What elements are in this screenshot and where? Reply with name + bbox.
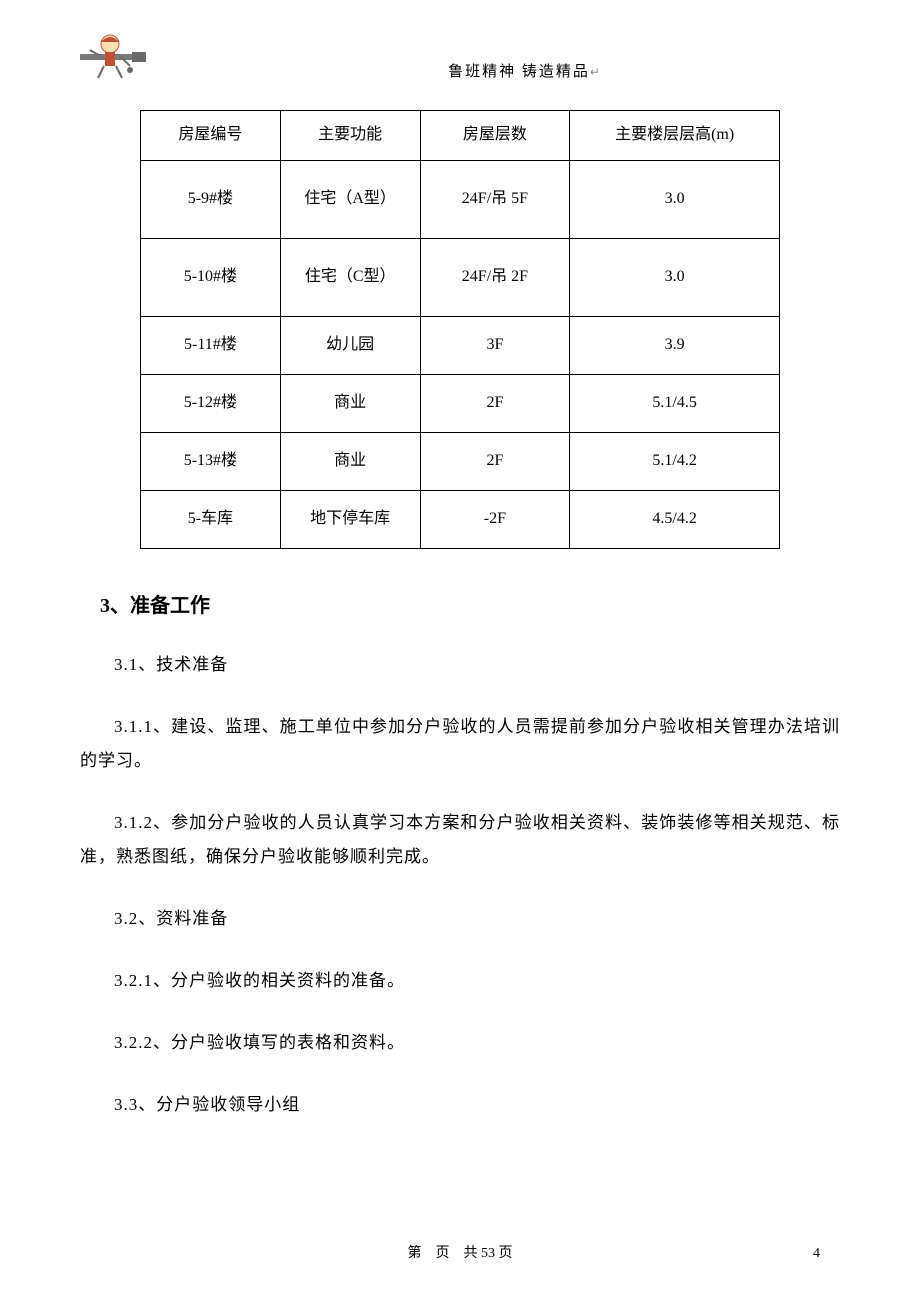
cell-height: 3.9 — [570, 316, 780, 374]
company-logo — [80, 30, 150, 85]
para-3-2-1: 3.2.1、分户验收的相关资料的准备。 — [80, 964, 840, 998]
table-row: 5-13#楼 商业 2F 5.1/4.2 — [141, 432, 780, 490]
cell-function: 住宅（C型） — [280, 238, 420, 316]
building-info-table: 房屋编号 主要功能 房屋层数 主要楼层层高(m) 5-9#楼 住宅（A型） 24… — [140, 110, 780, 549]
para-3-2: 3.2、资料准备 — [80, 902, 840, 936]
table-body: 5-9#楼 住宅（A型） 24F/吊 5F 3.0 5-10#楼 住宅（C型） … — [141, 160, 780, 548]
motto-text: 鲁班精神 铸造精品 — [448, 64, 590, 80]
footer-mid: 页 — [436, 1246, 450, 1261]
footer-total: 53 — [481, 1246, 495, 1261]
return-mark-icon: ↵ — [590, 65, 602, 79]
table-header: 房屋编号 主要功能 房屋层数 主要楼层层高(m) — [141, 111, 780, 161]
para-3-3: 3.3、分户验收领导小组 — [80, 1088, 840, 1122]
page-header: 鲁班精神 铸造精品↵ — [80, 30, 840, 85]
para-3-2-2: 3.2.2、分户验收填写的表格和资料。 — [80, 1026, 840, 1060]
cell-building-no: 5-13#楼 — [141, 432, 281, 490]
section-3-heading: 3、准备工作 — [100, 589, 840, 618]
cell-building-no: 5-车库 — [141, 490, 281, 548]
header-motto: 鲁班精神 铸造精品↵ — [150, 30, 840, 81]
cell-function: 幼儿园 — [280, 316, 420, 374]
page-footer-center: 第页共 53 页 — [0, 1242, 920, 1262]
cell-function: 住宅（A型） — [280, 160, 420, 238]
para-3-1-1: 3.1.1、建设、监理、施工单位中参加分户验收的人员需提前参加分户验收相关管理办… — [80, 710, 840, 778]
cell-floors: 24F/吊 5F — [420, 160, 570, 238]
cell-floors: 2F — [420, 374, 570, 432]
cell-building-no: 5-11#楼 — [141, 316, 281, 374]
para-3-1-2: 3.1.2、参加分户验收的人员认真学习本方案和分户验收相关资料、装饰装修等相关规… — [80, 806, 840, 874]
worker-icon — [80, 30, 150, 85]
table-row: 5-11#楼 幼儿园 3F 3.9 — [141, 316, 780, 374]
cell-floors: -2F — [420, 490, 570, 548]
footer-prefix: 第 — [408, 1246, 422, 1261]
cell-function: 地下停车库 — [280, 490, 420, 548]
cell-height: 5.1/4.5 — [570, 374, 780, 432]
cell-function: 商业 — [280, 374, 420, 432]
th-floor-height: 主要楼层层高(m) — [570, 111, 780, 161]
cell-function: 商业 — [280, 432, 420, 490]
cell-floors: 3F — [420, 316, 570, 374]
cell-height: 4.5/4.2 — [570, 490, 780, 548]
page-number-right: 4 — [813, 1246, 820, 1262]
th-function: 主要功能 — [280, 111, 420, 161]
footer-suffix: 页 — [499, 1246, 513, 1261]
cell-height: 3.0 — [570, 160, 780, 238]
footer-total-prefix: 共 — [464, 1246, 478, 1261]
cell-floors: 24F/吊 2F — [420, 238, 570, 316]
th-building-no: 房屋编号 — [141, 111, 281, 161]
cell-height: 5.1/4.2 — [570, 432, 780, 490]
cell-height: 3.0 — [570, 238, 780, 316]
table-row: 5-9#楼 住宅（A型） 24F/吊 5F 3.0 — [141, 160, 780, 238]
cell-floors: 2F — [420, 432, 570, 490]
th-floors: 房屋层数 — [420, 111, 570, 161]
document-page: 鲁班精神 铸造精品↵ 房屋编号 主要功能 房屋层数 主要楼层层高(m) 5-9#… — [0, 0, 920, 1122]
para-3-1: 3.1、技术准备 — [80, 648, 840, 682]
cell-building-no: 5-10#楼 — [141, 238, 281, 316]
table-row: 5-10#楼 住宅（C型） 24F/吊 2F 3.0 — [141, 238, 780, 316]
cell-building-no: 5-9#楼 — [141, 160, 281, 238]
table-row: 5-车库 地下停车库 -2F 4.5/4.2 — [141, 490, 780, 548]
table-row: 5-12#楼 商业 2F 5.1/4.5 — [141, 374, 780, 432]
cell-building-no: 5-12#楼 — [141, 374, 281, 432]
